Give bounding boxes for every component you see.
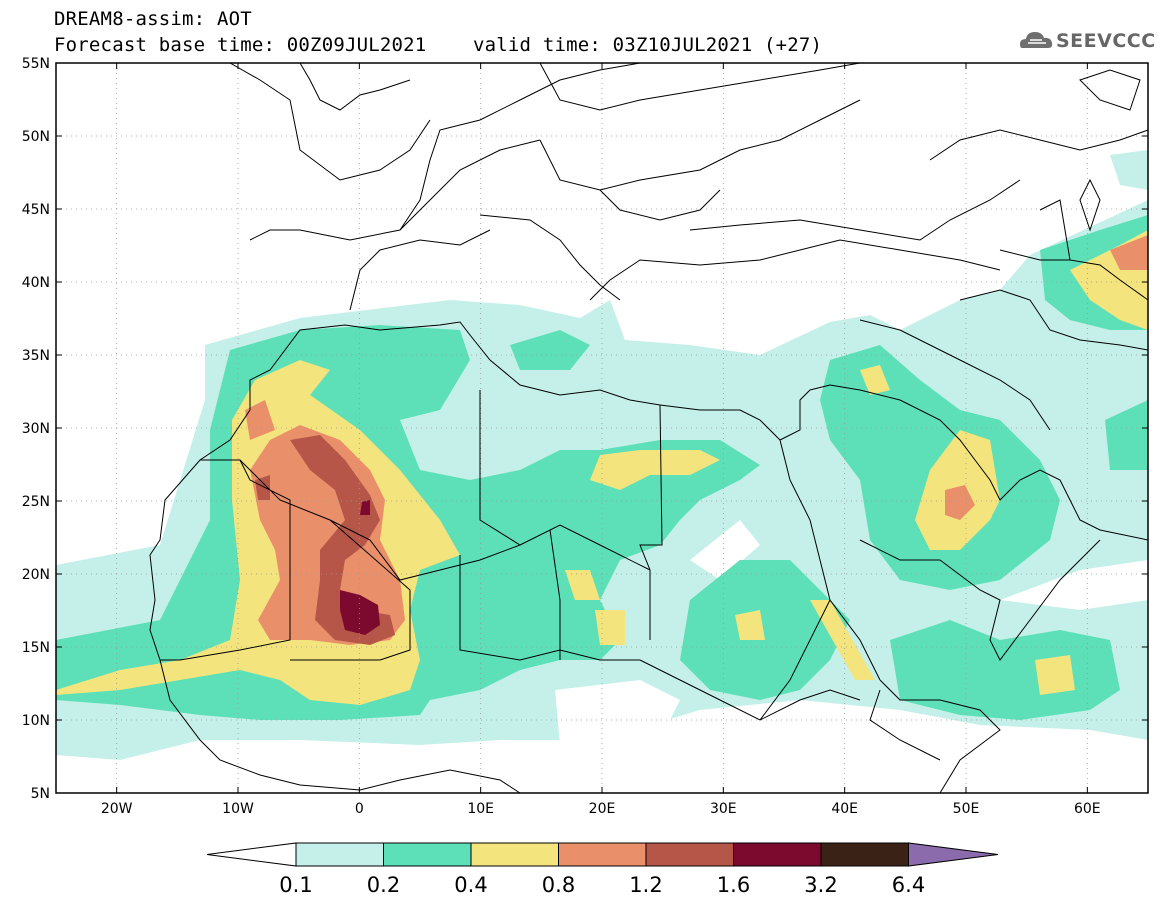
colorbar-segment xyxy=(383,842,472,867)
colorbar-segment xyxy=(645,842,734,867)
lon-label: 20E xyxy=(589,801,616,817)
colorbar-label: 6.4 xyxy=(892,873,925,897)
colorbar-label: 3.2 xyxy=(804,873,837,897)
lat-label: 50N xyxy=(22,129,50,145)
logo-text: SEEVCCC xyxy=(1056,30,1156,52)
lon-label: 10W xyxy=(222,801,254,817)
lon-label: 30E xyxy=(710,801,737,817)
map-title: DREAM8-assim: AOT xyxy=(54,8,252,30)
lat-label: 20N xyxy=(22,567,50,583)
lat-label: 55N xyxy=(22,56,50,72)
aot-level-1.2 xyxy=(255,435,395,645)
lat-label: 10N xyxy=(22,713,50,729)
aot-contours xyxy=(56,150,1148,760)
lat-label: 35N xyxy=(22,348,50,364)
lon-label: 0 xyxy=(355,801,364,817)
longitude-labels: 20W 10W 0 10E 20E 30E 40E 50E 60E xyxy=(101,801,1101,817)
axis-ticks xyxy=(56,62,1148,794)
colorbar xyxy=(206,842,999,867)
lat-label: 15N xyxy=(22,640,50,656)
colorbar-label: 0.8 xyxy=(542,873,575,897)
lat-label: 45N xyxy=(22,202,50,218)
lon-label: 60E xyxy=(1074,801,1101,817)
colorbar-label: 1.6 xyxy=(717,873,750,897)
colorbar-label: 0.4 xyxy=(454,873,487,897)
colorbar-segment xyxy=(295,842,384,867)
colorbar-segment xyxy=(820,842,909,867)
lat-label: 25N xyxy=(22,494,50,510)
lon-label: 10E xyxy=(467,801,494,817)
colorbar-segment xyxy=(558,842,647,867)
colorbar-segment xyxy=(733,842,822,867)
lat-label: 5N xyxy=(31,786,50,802)
colorbar-labels: 0.1 0.2 0.4 0.8 1.2 1.6 3.2 6.4 xyxy=(279,873,925,897)
lat-label: 40N xyxy=(22,275,50,291)
cloud-icon xyxy=(1020,32,1053,48)
country-borders xyxy=(149,63,1148,793)
lon-label: 40E xyxy=(831,801,858,817)
colorbar-label: 0.2 xyxy=(367,873,400,897)
lon-label: 20W xyxy=(101,801,133,817)
colorbar-low-arrow xyxy=(206,842,297,867)
lon-label: 50E xyxy=(953,801,980,817)
colorbar-high-arrow xyxy=(908,842,999,867)
aot-level-0.8 xyxy=(245,235,1148,645)
colorbar-label: 0.1 xyxy=(279,873,312,897)
lat-label: 30N xyxy=(22,421,50,437)
colorbar-segment xyxy=(470,842,559,867)
latitude-labels: 5N 10N 15N 20N 25N 30N 35N 40N 45N 50N 55N xyxy=(22,56,50,802)
forecast-times: Forecast base time: 00Z09JUL2021 valid t… xyxy=(54,34,823,56)
aot-level-1.6 xyxy=(340,500,380,635)
colorbar-label: 1.2 xyxy=(629,873,662,897)
